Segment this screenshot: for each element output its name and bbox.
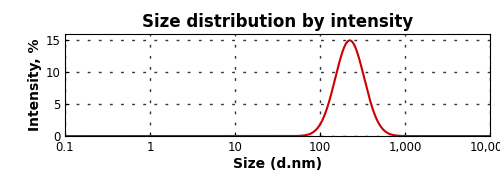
Title: Size distribution by intensity: Size distribution by intensity <box>142 13 413 31</box>
X-axis label: Size (d.nm): Size (d.nm) <box>233 157 322 171</box>
Y-axis label: Intensity, %: Intensity, % <box>28 39 42 131</box>
